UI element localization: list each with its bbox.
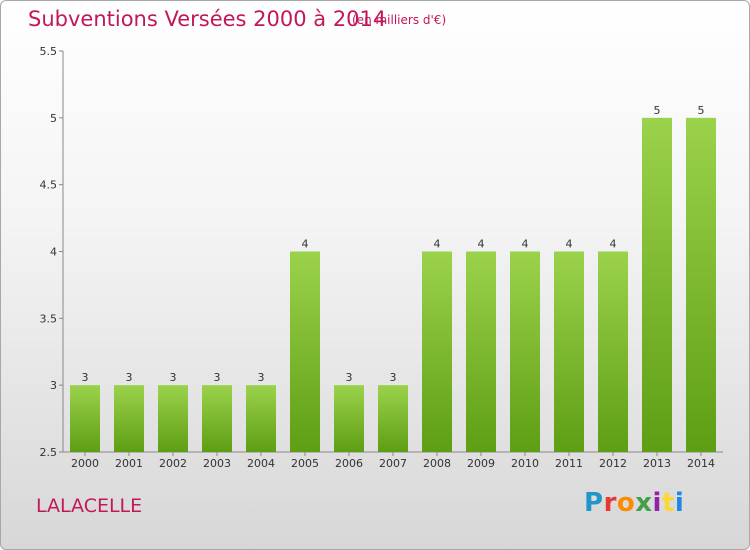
chart-bars [70, 117, 716, 452]
y-tick-label: 4.5 [40, 179, 58, 192]
brand-letter: i [674, 488, 685, 518]
y-tick-label: 3 [50, 379, 57, 392]
y-tick-label: 5 [50, 112, 57, 125]
bar-2006 [334, 385, 364, 452]
bar-value-label: 4 [610, 238, 617, 251]
bar-value-label: 4 [434, 238, 441, 251]
x-tick-label: 2006 [335, 457, 363, 470]
brand-letter: P [584, 488, 604, 518]
bar-2003 [202, 385, 232, 452]
bar-value-label: 3 [126, 371, 133, 384]
y-tick-label: 2.5 [40, 446, 58, 459]
chart-title: Subventions Versées 2000 à 2014 [28, 7, 387, 31]
commune-name: LALACELLE [36, 495, 143, 517]
bar-2009 [466, 251, 496, 452]
bar-2010 [510, 251, 540, 452]
x-tick-label: 2007 [379, 457, 407, 470]
bar-2011 [554, 251, 584, 452]
bar-value-label: 4 [302, 238, 309, 251]
brand-letter: r [603, 488, 617, 518]
bar-value-label: 5 [698, 104, 705, 117]
bar-value-label: 4 [522, 238, 529, 251]
x-tick-label: 2013 [643, 457, 671, 470]
bar-2005 [290, 251, 320, 452]
bar-value-label: 4 [566, 238, 573, 251]
bar-value-label: 4 [478, 238, 485, 251]
chart-subtitle: (en milliers d'€) [352, 13, 447, 27]
bar-2002 [158, 385, 188, 452]
bar-value-label: 3 [258, 371, 265, 384]
bar-value-label: 3 [214, 371, 221, 384]
bar-2001 [114, 385, 144, 452]
bar-2012 [598, 251, 628, 452]
x-tick-label: 2012 [599, 457, 627, 470]
bar-value-label: 5 [654, 104, 661, 117]
bar-2013 [642, 117, 672, 452]
bar-2004 [246, 385, 276, 452]
chart-labels: 2000 3 2001 3 2002 3 2003 3 2004 3 2005 4 2006 3 2007 3… [71, 104, 715, 470]
bar-value-label: 3 [82, 371, 89, 384]
x-tick-label: 2010 [511, 457, 539, 470]
x-tick-label: 2004 [247, 457, 275, 470]
brand-letter: i [652, 488, 662, 518]
x-tick-label: 2011 [555, 457, 583, 470]
x-tick-label: 2003 [203, 457, 231, 470]
bar-2008 [422, 251, 452, 452]
bar-2014 [686, 117, 716, 452]
x-tick-label: 2005 [291, 457, 319, 470]
brand-logo[interactable]: Proxiti [584, 488, 684, 518]
bar-2000 [70, 385, 100, 452]
bar-2007 [378, 385, 408, 452]
y-tick-label: 4 [50, 246, 57, 259]
y-tick-label: 3.5 [40, 312, 58, 325]
x-tick-label: 2014 [687, 457, 715, 470]
x-tick-label: 2000 [71, 457, 99, 470]
x-tick-label: 2009 [467, 457, 495, 470]
bar-value-label: 3 [346, 371, 353, 384]
bar-value-label: 3 [390, 371, 397, 384]
brand-letter: t [661, 488, 675, 518]
x-tick-label: 2001 [115, 457, 143, 470]
brand-letter: x [635, 488, 653, 518]
y-tick-label: 5.5 [40, 45, 58, 58]
x-tick-label: 2008 [423, 457, 451, 470]
brand-letter: o [616, 488, 636, 518]
bar-value-label: 3 [170, 371, 177, 384]
x-tick-label: 2002 [159, 457, 187, 470]
